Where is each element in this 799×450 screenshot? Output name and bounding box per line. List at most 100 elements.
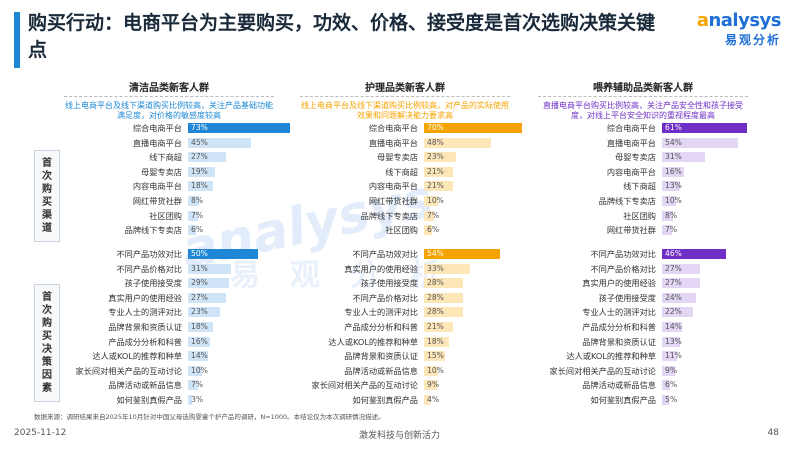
section-label-char: 因 xyxy=(42,370,52,381)
bar-value: 10% xyxy=(427,196,444,205)
bar-value: 7% xyxy=(427,210,440,220)
bar-label: 网红带货社群 xyxy=(132,196,182,206)
bar-label: 品牌活动或新品信息 xyxy=(344,365,418,376)
bar-value: 14% xyxy=(665,322,682,331)
bar-label: 产品成分分析和科普 xyxy=(582,322,656,332)
bar xyxy=(424,278,464,289)
bar xyxy=(188,336,211,347)
bar-value: 28% xyxy=(427,307,444,317)
bar-value: 21% xyxy=(427,166,444,176)
bar-label: 品牌线下专卖店 xyxy=(124,225,182,236)
bar xyxy=(188,307,221,318)
logo-mark: a xyxy=(696,10,709,31)
bar-label: 品牌线下专卖店 xyxy=(598,196,656,206)
factor-row: 真实用户的使用经验 27% xyxy=(538,277,768,289)
page-number: 48 xyxy=(767,428,779,438)
bar xyxy=(662,123,748,133)
bar xyxy=(188,380,198,391)
channel-row: 直播电商平台 45% xyxy=(64,137,294,149)
factor-row: 品牌背景和资质认证 15% xyxy=(300,350,530,362)
bar-label: 家长间对相关产品的互动讨论 xyxy=(549,365,656,376)
bar-label: 家长间对相关产品的互动讨论 xyxy=(311,380,418,391)
bar-value: 18% xyxy=(191,322,208,331)
bar xyxy=(188,152,226,163)
logo-wordmark: nalysys xyxy=(708,10,781,31)
section-label-char: 首 xyxy=(42,292,52,303)
bar-label: 不同产品价格对比 xyxy=(590,263,656,274)
bar-value: 54% xyxy=(427,249,444,258)
bar-value: 31% xyxy=(191,263,208,273)
bar-value: 9% xyxy=(427,380,440,390)
factor-row: 达人或KOL的推荐和种草 14% xyxy=(64,350,294,362)
factor-row: 家长间对相关产品的互动讨论 9% xyxy=(300,379,530,391)
bar-label: 母婴专卖店 xyxy=(377,152,418,163)
bar-label: 不同产品功效对比 xyxy=(116,249,182,259)
channel-row: 社区团购 6% xyxy=(300,224,530,236)
channel-row: 品牌线下专卖店 7% xyxy=(300,210,530,222)
bar-label: 网红带货社群 xyxy=(368,196,418,206)
section-label-char: 买 xyxy=(42,331,52,342)
bar-label: 线下商超 xyxy=(385,166,418,177)
bar-value: 21% xyxy=(427,181,444,191)
bar-value: 18% xyxy=(427,336,444,346)
bar-value: 21% xyxy=(427,322,444,331)
bar xyxy=(424,166,454,177)
section-label-char: 次 xyxy=(42,305,52,316)
bar xyxy=(424,181,454,192)
bar-label: 达人或KOL的推荐和种草 xyxy=(566,351,656,362)
bar xyxy=(188,137,251,148)
bar-value: 22% xyxy=(665,307,682,317)
bar xyxy=(662,351,678,362)
bar-value: 28% xyxy=(427,292,444,302)
panel-title: 护理品类新客人群 xyxy=(300,82,510,97)
factor-row: 如何鉴别真假产品 5% xyxy=(538,394,768,406)
bar xyxy=(424,210,434,221)
bar-value: 3% xyxy=(191,395,204,404)
bar xyxy=(662,322,682,332)
bar xyxy=(662,336,681,347)
bar-value: 27% xyxy=(191,152,208,162)
bar xyxy=(662,380,671,391)
bar xyxy=(188,225,197,236)
factor-row: 不同产品功效对比 46% xyxy=(538,248,768,260)
bar-label: 直播电商平台 xyxy=(606,137,656,148)
bar-label: 直播电商平台 xyxy=(132,137,182,148)
bar-label: 孩子使用接受度 xyxy=(598,292,656,303)
bar-label: 产品成分分析和科普 xyxy=(344,322,418,332)
bar-value: 46% xyxy=(665,249,682,258)
bar-label: 产品成分分析和科普 xyxy=(108,336,182,347)
bar-value: 28% xyxy=(427,278,444,288)
factor-row: 孩子使用接受度 28% xyxy=(300,277,530,289)
bar-value: 54% xyxy=(665,137,682,147)
bar-value: 15% xyxy=(427,351,444,361)
channel-row: 内容电商平台 18% xyxy=(64,180,294,192)
bar-value: 6% xyxy=(665,380,678,390)
section-label-char: 渠 xyxy=(42,210,52,221)
factor-row: 真实用户的使用经验 33% xyxy=(300,263,530,275)
channel-row: 线下商超 13% xyxy=(538,180,768,192)
bar xyxy=(662,263,700,274)
bar xyxy=(662,292,696,303)
bar-value: 27% xyxy=(665,263,682,273)
bar-label: 网红带货社群 xyxy=(606,225,656,236)
bar-value: 13% xyxy=(665,181,682,191)
section-label-char: 次 xyxy=(42,171,52,182)
factor-row: 产品成分分析和科普 21% xyxy=(300,321,530,333)
bar xyxy=(424,307,464,318)
factor-row: 品牌背景和资质认证 18% xyxy=(64,321,294,333)
bar xyxy=(424,322,454,332)
section-label-char: 购 xyxy=(42,184,52,195)
section-label-char: 素 xyxy=(42,383,52,394)
bar-value: 19% xyxy=(191,166,208,176)
bar-label: 线下商超 xyxy=(623,181,656,192)
bar xyxy=(424,365,438,376)
panel-title: 清洁品类新客人群 xyxy=(64,82,274,97)
bar xyxy=(188,181,214,192)
section-label-char: 购 xyxy=(42,318,52,329)
bar-label: 家长间对相关产品的互动讨论 xyxy=(75,365,182,376)
bar-label: 如何鉴别真假产品 xyxy=(116,395,182,405)
bar-value: 8% xyxy=(191,196,204,205)
bar-value: 14% xyxy=(191,351,208,361)
bar-value: 61% xyxy=(665,123,682,132)
bar-label: 综合电商平台 xyxy=(368,123,418,133)
